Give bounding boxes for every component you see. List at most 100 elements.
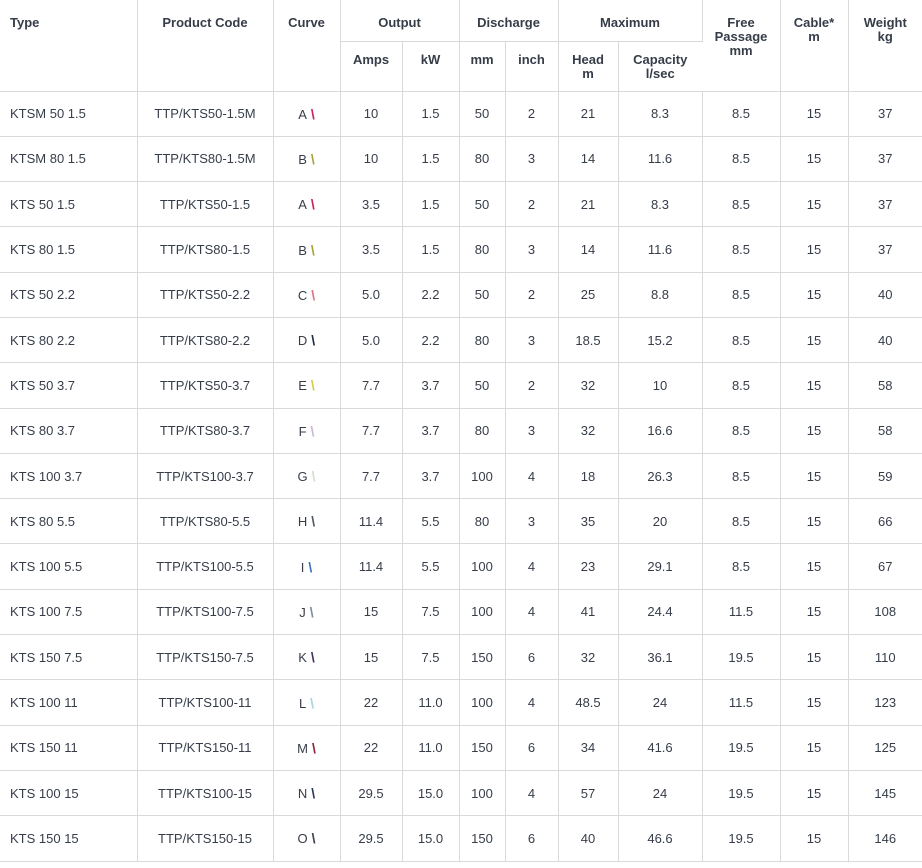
cell-weight: 40 [848, 272, 922, 318]
cell-product-code: TTP/KTS100-7.5 [137, 589, 274, 636]
cell-kw: 1.5 [402, 136, 460, 183]
cell-product-code: TTP/KTS50-1.5M [137, 91, 274, 137]
cell-inch: 6 [505, 725, 559, 771]
curve-letter: E [298, 378, 307, 394]
curve-color-icon: \ [310, 196, 315, 213]
table-row: KTS 50 3.7 TTP/KTS50-3.7 E \ 7.7 3.7 50 2… [0, 362, 922, 409]
cell-weight: 125 [848, 725, 922, 771]
cell-inch: 4 [505, 453, 559, 500]
cell-mm: 80 [459, 136, 506, 183]
cell-capacity: 8.3 [618, 181, 703, 228]
curve-color-icon: \ [311, 513, 316, 530]
cell-head: 25 [558, 272, 619, 318]
curve-color-icon: \ [308, 558, 313, 575]
cell-type: KTS 80 3.7 [0, 408, 138, 454]
cell-capacity: 26.3 [618, 453, 703, 500]
curve-color-icon: \ [311, 739, 316, 756]
header-curve: Curve [273, 0, 341, 92]
cell-free-passage: 8.5 [702, 543, 781, 590]
cell-head: 21 [558, 181, 619, 228]
cell-capacity: 24 [618, 770, 703, 817]
cell-cable: 15 [780, 91, 849, 137]
header-capacity: Capacity l/sec [618, 41, 702, 92]
table-row: KTS 150 7.5 TTP/KTS150-7.5 K \ 15 7.5 150… [0, 634, 922, 681]
cell-amps: 11.4 [340, 498, 403, 545]
cell-curve: M \ [273, 725, 341, 771]
cell-weight: 146 [848, 815, 922, 862]
table-row: KTS 80 5.5 TTP/KTS80-5.5 H \ 11.4 5.5 80 … [0, 498, 922, 545]
cell-type: KTS 80 5.5 [0, 498, 138, 545]
cell-weight: 37 [848, 181, 922, 228]
cell-free-passage: 19.5 [702, 770, 781, 817]
cell-inch: 3 [505, 317, 559, 364]
cell-type: KTS 150 7.5 [0, 634, 138, 681]
cell-cable: 15 [780, 679, 849, 726]
cell-type: KTS 50 2.2 [0, 272, 138, 318]
cell-curve: A \ [273, 181, 341, 228]
cell-type: KTS 100 11 [0, 679, 138, 726]
cell-mm: 50 [459, 362, 506, 409]
cell-free-passage: 8.5 [702, 91, 781, 137]
curve-letter: B [298, 242, 307, 258]
cell-head: 14 [558, 136, 619, 183]
curve-color-icon: \ [311, 785, 316, 802]
cell-weight: 37 [848, 136, 922, 183]
header-amps: Amps [340, 41, 403, 92]
cell-inch: 6 [505, 634, 559, 681]
cell-mm: 80 [459, 317, 506, 364]
header-mm: mm [459, 41, 506, 92]
cell-head: 34 [558, 725, 619, 771]
cell-mm: 80 [459, 498, 506, 545]
cell-weight: 145 [848, 770, 922, 817]
cell-type: KTS 150 15 [0, 815, 138, 862]
curve-color-icon: \ [311, 830, 316, 847]
curve-color-icon: \ [309, 603, 314, 620]
cell-kw: 11.0 [402, 725, 460, 771]
cell-kw: 3.7 [402, 453, 460, 500]
cell-inch: 3 [505, 498, 559, 545]
header-output: Output [340, 0, 460, 42]
cell-product-code: TTP/KTS150-11 [137, 725, 274, 771]
curve-letter: B [298, 151, 307, 167]
cell-product-code: TTP/KTS80-2.2 [137, 317, 274, 364]
header-product-code: Product Code [137, 0, 274, 92]
cell-product-code: TTP/KTS50-1.5 [137, 181, 274, 228]
cell-free-passage: 8.5 [702, 272, 781, 318]
header-type: Type [0, 0, 138, 92]
cell-mm: 50 [459, 91, 506, 137]
cell-weight: 59 [848, 453, 922, 500]
cell-capacity: 10 [618, 362, 703, 409]
cell-mm: 150 [459, 634, 506, 681]
cell-inch: 4 [505, 770, 559, 817]
cell-curve: A \ [273, 91, 341, 137]
cell-cable: 15 [780, 317, 849, 364]
cell-cable: 15 [780, 272, 849, 318]
cell-amps: 15 [340, 634, 403, 681]
header-cable: Cable* m [780, 0, 849, 92]
cell-free-passage: 19.5 [702, 634, 781, 681]
cell-capacity: 15.2 [618, 317, 703, 364]
header-head-unit: m [582, 65, 594, 81]
cell-cable: 15 [780, 770, 849, 817]
cell-amps: 22 [340, 725, 403, 771]
header-free-passage: Free Passage mm [702, 0, 781, 92]
cell-inch: 3 [505, 408, 559, 454]
cell-cable: 15 [780, 226, 849, 273]
cell-curve: I \ [273, 543, 341, 590]
cell-mm: 150 [459, 815, 506, 862]
cell-product-code: TTP/KTS150-15 [137, 815, 274, 862]
cell-mm: 150 [459, 725, 506, 771]
cell-inch: 4 [505, 679, 559, 726]
cell-curve: D \ [273, 317, 341, 364]
cell-free-passage: 8.5 [702, 362, 781, 409]
cell-cable: 15 [780, 589, 849, 636]
cell-kw: 7.5 [402, 589, 460, 636]
header-free-passage-unit: mm [729, 43, 753, 58]
cell-cable: 15 [780, 634, 849, 681]
table-row: KTS 50 1.5 TTP/KTS50-1.5 A \ 3.5 1.5 50 2… [0, 181, 922, 228]
cell-amps: 10 [340, 136, 403, 183]
cell-head: 48.5 [558, 679, 619, 726]
curve-color-icon: \ [311, 286, 316, 303]
cell-type: KTSM 80 1.5 [0, 136, 138, 183]
cell-curve: F \ [273, 408, 341, 454]
